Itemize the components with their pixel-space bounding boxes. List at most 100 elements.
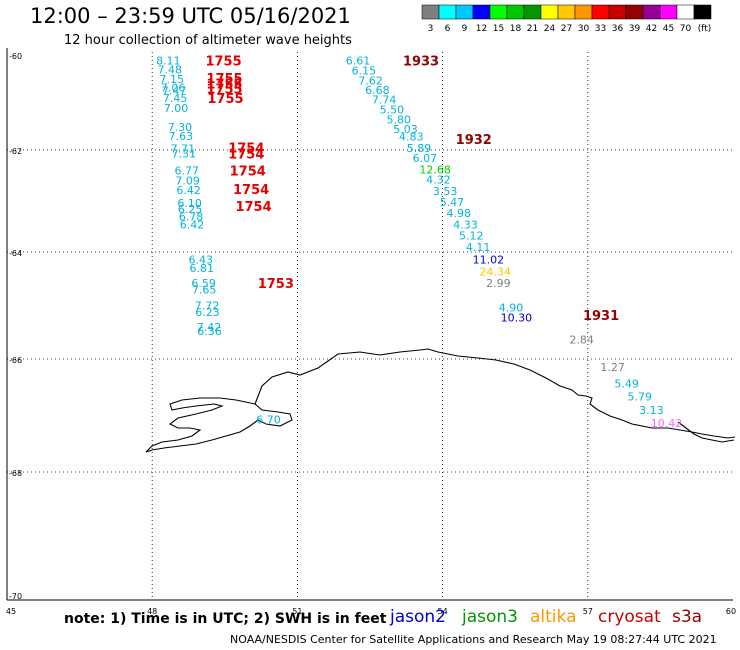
wave-height-value: 6.10 (177, 197, 202, 210)
wave-height-value: 5.12 (459, 230, 484, 243)
map-subtitle: 12 hour collection of altimeter wave hei… (64, 33, 352, 48)
footer-note: note: 1) Time is in UTC; 2) SWH is in fe… (64, 611, 387, 627)
color-scale-label: (ft) (698, 24, 712, 34)
wave-height-value: 5.50 (380, 104, 405, 117)
wave-height-value: 7.30 (168, 121, 193, 134)
pass-time-label: 1755 (205, 55, 241, 70)
color-swatch (574, 4, 593, 20)
color-swatch (591, 4, 610, 20)
color-swatch (455, 4, 474, 20)
wave-height-value: 7.72 (195, 300, 220, 313)
wave-height-value: 10.42 (651, 417, 683, 430)
lat-lon-grid: -60 -62 -64 -66 -68 -70 45 48 51 54 57 60 (6, 52, 736, 616)
color-scale-bar: 3 6 9 12 15 18 21 24 27 30 33 36 39 42 45 70 (ft) (421, 4, 712, 34)
color-swatch (625, 4, 644, 20)
latitude-label: -64 (9, 249, 22, 258)
wave-height-value: 7.06 (161, 81, 186, 94)
color-scale-label: 24 (544, 24, 556, 34)
pass-time-label: 1753 (258, 277, 294, 292)
legend-jason2: jason2 (390, 607, 446, 627)
legend-jason3: jason3 (462, 607, 518, 627)
wave-height-value: 7.31 (172, 148, 197, 161)
wave-height-value: 6.42 (176, 184, 201, 197)
wave-height-value: 4.11 (466, 241, 491, 254)
longitude-label: 48 (147, 607, 157, 616)
coastline-path (254, 348, 736, 439)
latitude-label: -60 (9, 52, 22, 61)
antarctic-coastline (145, 348, 736, 453)
color-scale-label: 18 (510, 24, 522, 34)
wave-height-value: 10.30 (501, 311, 533, 324)
wave-height-value: 7.47 (162, 85, 187, 98)
wave-height-value: 7.63 (169, 130, 194, 143)
color-scale-label: 6 (445, 24, 451, 34)
legend-s3a: s3a (672, 607, 703, 627)
wave-height-labels: 8.117.487.157.067.477.457.00 7.307.637.71… (156, 55, 682, 430)
wave-height-value: 8.11 (156, 55, 181, 68)
wave-height-value: 7.42 (197, 321, 222, 334)
color-swatch (676, 4, 695, 20)
pass-time-label: 1755 (206, 82, 242, 97)
pass-time-label: 1754 (230, 164, 266, 179)
wave-height-value: 4.90 (499, 302, 524, 315)
pass-time-label: 1754 (235, 200, 271, 215)
longitude-label: 45 (6, 607, 16, 616)
wave-height-value: 6.25 (178, 203, 203, 216)
wave-height-value: 5.03 (393, 123, 418, 136)
latitude-label: -66 (9, 356, 22, 365)
longitude-label: 54 (438, 607, 448, 616)
wave-height-value: 6.15 (352, 65, 377, 78)
wave-height-value: 6.36 (197, 325, 222, 338)
wave-height-value: 1.27 (600, 361, 625, 374)
color-swatch (523, 4, 542, 20)
color-swatch (540, 4, 559, 20)
color-scale-label: 15 (493, 24, 504, 34)
coastline-path (145, 397, 293, 453)
wave-height-value: 7.62 (358, 75, 383, 88)
wave-height-value: 7.74 (372, 94, 397, 107)
legend-altika: altika (530, 607, 577, 627)
wave-height-value: 7.48 (158, 63, 183, 76)
wave-height-value: 6.59 (191, 277, 216, 290)
pass-time-label: 1755 (206, 72, 242, 87)
wave-height-value: 5.89 (407, 142, 432, 155)
color-scale-label: 21 (527, 24, 538, 34)
color-scale-label: 33 (595, 24, 606, 34)
pass-time-label: 1754 (228, 142, 264, 157)
color-scale-label: 3 (428, 24, 434, 34)
wave-height-value: 7.45 (163, 92, 188, 105)
wave-height-value: 2.84 (569, 334, 594, 347)
wave-height-value: 7.71 (171, 143, 196, 156)
color-scale-label: 42 (646, 24, 657, 34)
pass-time-label: 1931 (583, 309, 619, 324)
wave-height-value: 4.32 (426, 174, 451, 187)
pass-time-label: 1755 (207, 92, 243, 107)
color-swatch (489, 4, 508, 20)
pass-time-label: 1933 (403, 55, 439, 70)
color-swatch (421, 4, 440, 20)
wave-height-value: 6.68 (365, 84, 390, 97)
color-swatch (659, 4, 678, 20)
color-swatch (608, 4, 627, 20)
footer-credit: NOAA/NESDIS Center for Satellite Applica… (230, 633, 717, 646)
color-swatch (642, 4, 661, 20)
wave-height-value: 24.34 (479, 265, 511, 278)
wave-height-value: 6.07 (413, 152, 438, 165)
color-scale-label: 39 (629, 24, 641, 34)
wave-height-value: 5.80 (386, 114, 411, 127)
wave-height-value: 5.79 (627, 390, 652, 403)
wave-height-value: 4.33 (453, 218, 478, 231)
pass-time-label: 1754 (228, 148, 264, 163)
wave-height-value: 7.09 (175, 175, 200, 188)
wave-height-value: 6.61 (346, 55, 371, 68)
map-frame (6, 48, 733, 601)
pass-time-label: 1932 (456, 133, 492, 148)
latitude-label: -70 (9, 592, 22, 601)
coastline-path (677, 421, 735, 443)
color-scale-label: 12 (476, 24, 487, 34)
color-scale-label: 9 (462, 24, 468, 34)
wave-height-value: 5.49 (614, 377, 639, 390)
longitude-label: 60 (726, 607, 736, 616)
wave-height-value: 7.00 (164, 102, 189, 115)
wave-height-value: 6.81 (189, 262, 214, 275)
